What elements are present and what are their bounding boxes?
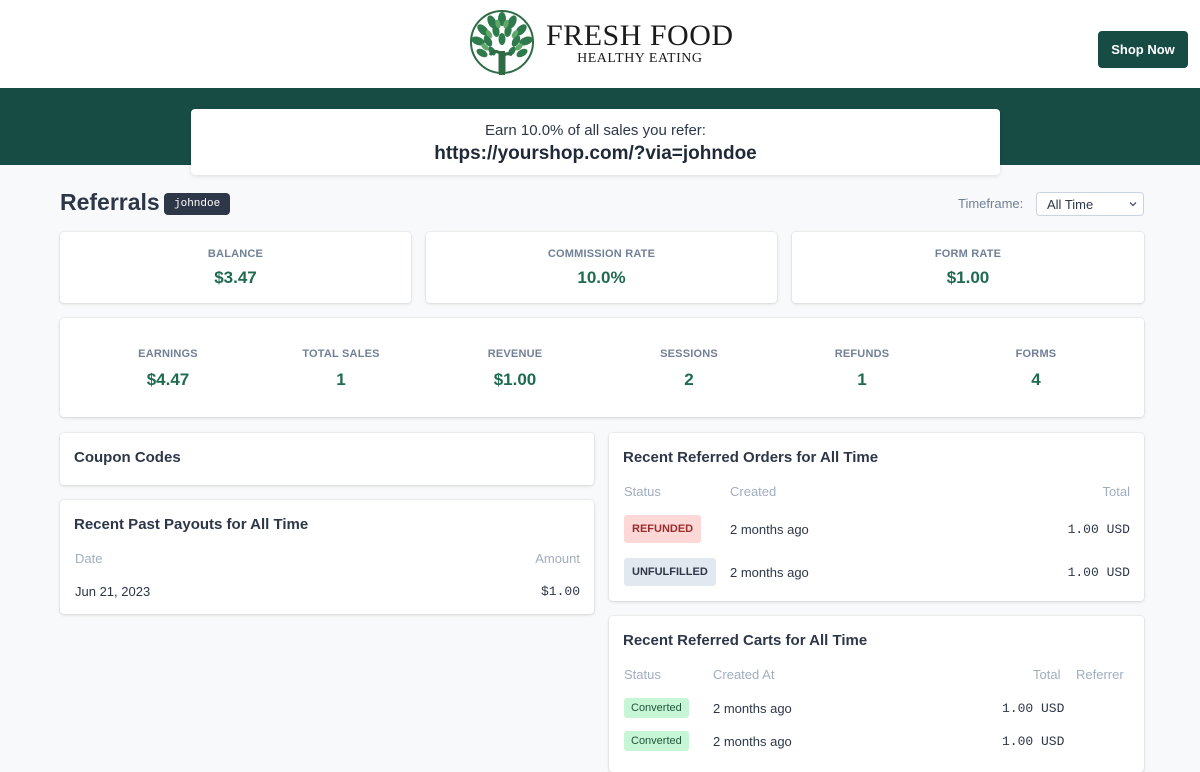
- orders-col-status: Status: [624, 484, 661, 499]
- metric-earnings: EARNINGS $4.47: [81, 348, 255, 390]
- payouts-col-amount: Amount: [535, 551, 580, 566]
- payout-amount: $1.00: [540, 584, 580, 599]
- cart-total: 1.00 USD: [1002, 734, 1065, 749]
- metric-label: EARNINGS: [138, 348, 198, 360]
- carts-col-referrer: Referrer: [1076, 667, 1124, 682]
- metric-label: SESSIONS: [660, 348, 718, 360]
- chevron-down-icon: [1129, 202, 1137, 207]
- payouts-title: Recent Past Payouts for All Time: [74, 516, 309, 533]
- page-title: Referrals: [60, 189, 160, 215]
- metric-value: 1: [336, 370, 346, 389]
- form-rate-card: FORM RATE $1.00: [792, 232, 1144, 303]
- site-header: FRESH FOOD HEALTHY EATING Shop Now: [0, 0, 1200, 88]
- referral-link-box: Earn 10.0% of all sales you refer: https…: [191, 109, 1000, 175]
- orders-card: Recent Referred Orders for All Time Stat…: [609, 433, 1144, 601]
- form-rate-value: $1.00: [946, 268, 990, 287]
- timeframe-label: Timeframe:: [958, 196, 1024, 211]
- metric-value: $4.47: [146, 370, 190, 389]
- metric-forms: FORMS 4: [949, 348, 1123, 390]
- metrics-card: EARNINGS $4.47 TOTAL SALES 1 REVENUE $1.…: [60, 318, 1144, 417]
- order-created: 2 months ago: [730, 522, 809, 537]
- status-badge-converted: Converted: [624, 698, 689, 718]
- payouts-col-date: Date: [75, 551, 103, 566]
- balance-card: BALANCE $3.47: [60, 232, 411, 303]
- cart-total: 1.00 USD: [1002, 701, 1065, 716]
- carts-col-status: Status: [624, 667, 661, 682]
- metric-value: 4: [1031, 370, 1041, 389]
- metric-value: 2: [684, 370, 694, 389]
- orders-col-total: Total: [1102, 484, 1130, 499]
- metric-label: TOTAL SALES: [302, 348, 380, 360]
- status-badge-converted: Converted: [624, 731, 689, 751]
- timeframe-value: All Time: [1047, 196, 1094, 212]
- coupon-codes-title: Coupon Codes: [74, 449, 181, 466]
- balance-value: $3.47: [214, 268, 257, 287]
- referral-intro: Earn 10.0% of all sales you refer:: [485, 122, 706, 139]
- order-total: 1.00 USD: [1067, 522, 1130, 537]
- metric-sessions: SESSIONS 2: [602, 348, 776, 390]
- commission-rate-value: 10.0%: [577, 268, 626, 287]
- metric-total-sales: TOTAL SALES 1: [254, 348, 428, 390]
- metric-label: FORMS: [1015, 348, 1057, 360]
- balance-label: BALANCE: [207, 248, 264, 260]
- form-rate-label: FORM RATE: [934, 248, 1002, 260]
- metric-refunds: REFUNDS 1: [775, 348, 949, 390]
- payouts-card: Recent Past Payouts for All Time Date Am…: [60, 500, 594, 614]
- orders-col-created: Created: [730, 484, 777, 499]
- payout-date: Jun 21, 2023: [75, 584, 151, 599]
- tree-logo-icon: [470, 10, 534, 75]
- metric-value: $1.00: [493, 370, 537, 389]
- status-badge-unfulfilled: UNFULFILLED: [624, 558, 716, 586]
- cart-created: 2 months ago: [713, 701, 792, 716]
- logo-subtitle: HEALTHY EATING: [577, 51, 703, 66]
- timeframe-select[interactable]: All Time: [1036, 192, 1144, 216]
- carts-title: Recent Referred Carts for All Time: [623, 632, 868, 649]
- carts-col-created: Created At: [713, 667, 775, 682]
- status-badge-refunded: REFUNDED: [624, 515, 702, 543]
- commission-rate-label: COMMISSION RATE: [547, 248, 656, 260]
- order-created: 2 months ago: [730, 565, 809, 580]
- referral-link[interactable]: https://yourshop.com/?via=johndoe: [434, 143, 757, 164]
- shop-now-button[interactable]: Shop Now: [1098, 31, 1188, 68]
- logo[interactable]: FRESH FOOD HEALTHY EATING: [468, 8, 734, 80]
- username-badge: johndoe: [164, 193, 231, 215]
- metric-label: REFUNDS: [834, 348, 890, 360]
- metric-label: REVENUE: [487, 348, 543, 360]
- coupon-codes-card: Coupon Codes: [60, 433, 594, 485]
- metric-value: 1: [857, 370, 867, 389]
- carts-col-total: Total: [1033, 667, 1061, 682]
- carts-card: Recent Referred Carts for All Time Statu…: [609, 616, 1144, 772]
- metric-revenue: REVENUE $1.00: [428, 348, 602, 390]
- orders-title: Recent Referred Orders for All Time: [623, 449, 879, 466]
- order-total: 1.00 USD: [1067, 565, 1130, 580]
- commission-rate-card: COMMISSION RATE 10.0%: [426, 232, 777, 303]
- logo-title: FRESH FOOD: [546, 19, 734, 52]
- cart-created: 2 months ago: [713, 734, 792, 749]
